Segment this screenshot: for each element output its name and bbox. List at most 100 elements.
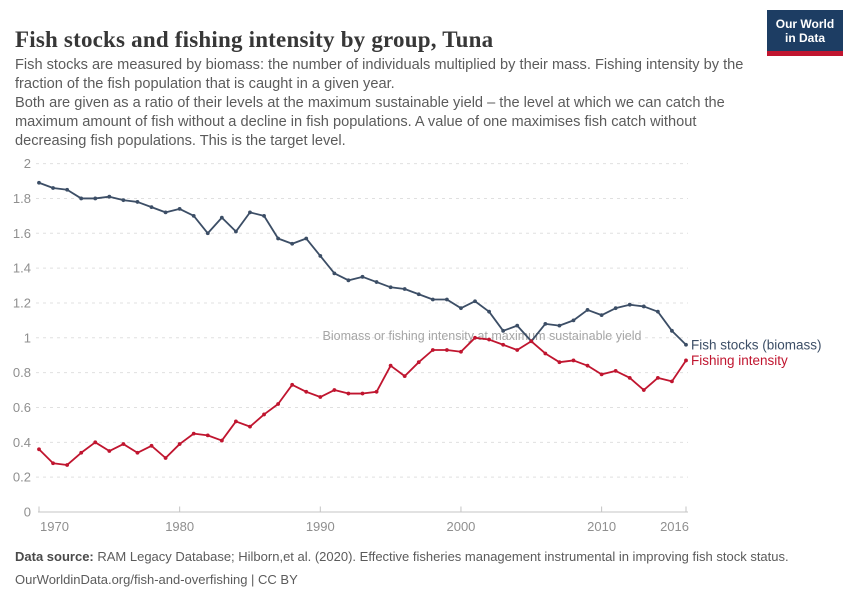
data-point[interactable] xyxy=(107,194,112,199)
data-point[interactable] xyxy=(163,210,168,215)
data-point[interactable] xyxy=(191,213,196,218)
data-point[interactable] xyxy=(515,348,520,352)
data-point[interactable] xyxy=(234,229,238,234)
data-point[interactable] xyxy=(557,323,562,328)
data-point[interactable] xyxy=(93,440,98,445)
data-point[interactable] xyxy=(360,274,365,279)
data-point[interactable] xyxy=(374,389,379,394)
data-point[interactable] xyxy=(304,236,309,241)
data-point[interactable] xyxy=(430,348,435,352)
data-point[interactable] xyxy=(627,302,632,307)
data-point[interactable] xyxy=(543,321,548,326)
data-point[interactable] xyxy=(571,358,576,363)
data-point[interactable] xyxy=(107,449,112,453)
data-point[interactable] xyxy=(332,271,337,276)
data-point[interactable] xyxy=(543,351,548,356)
data-point[interactable] xyxy=(487,337,491,342)
data-point[interactable] xyxy=(655,309,660,314)
data-point[interactable] xyxy=(37,180,41,185)
data-point[interactable] xyxy=(121,198,126,203)
data-point[interactable] xyxy=(444,297,449,302)
data-point[interactable] xyxy=(318,254,323,258)
data-point[interactable] xyxy=(515,323,520,328)
data-point[interactable] xyxy=(501,342,506,347)
data-point[interactable] xyxy=(473,299,477,304)
data-point[interactable] xyxy=(262,213,266,218)
data-point[interactable] xyxy=(163,456,168,460)
data-point[interactable] xyxy=(276,236,281,241)
data-point[interactable] xyxy=(374,280,379,284)
data-point[interactable] xyxy=(459,306,463,311)
data-point[interactable] xyxy=(613,306,618,311)
data-point[interactable] xyxy=(684,358,688,363)
data-point[interactable] xyxy=(332,388,337,392)
data-point[interactable] xyxy=(219,438,224,443)
data-point[interactable] xyxy=(177,442,182,446)
data-point[interactable] xyxy=(79,450,84,455)
data-point[interactable] xyxy=(416,360,421,365)
data-point[interactable] xyxy=(613,368,618,373)
data-point[interactable] xyxy=(135,200,140,204)
data-point[interactable] xyxy=(262,412,266,417)
data-point[interactable] xyxy=(529,339,534,344)
data-point[interactable] xyxy=(599,372,604,377)
data-point[interactable] xyxy=(93,196,98,201)
data-point[interactable] xyxy=(670,328,674,333)
data-point[interactable] xyxy=(205,433,210,438)
data-point[interactable] xyxy=(290,241,295,246)
data-point[interactable] xyxy=(149,205,154,210)
data-point[interactable] xyxy=(37,447,41,452)
data-point[interactable] xyxy=(191,431,196,436)
data-point[interactable] xyxy=(276,402,281,406)
data-point[interactable] xyxy=(290,382,295,387)
data-point[interactable] xyxy=(121,442,126,446)
x-axis-tick-label: 2010 xyxy=(587,519,616,534)
data-point[interactable] xyxy=(65,463,70,467)
data-point[interactable] xyxy=(459,349,463,354)
fishing-intensity-line[interactable] xyxy=(38,336,687,466)
data-point[interactable] xyxy=(487,309,491,314)
data-point[interactable] xyxy=(248,424,252,429)
data-point[interactable] xyxy=(655,375,660,380)
data-point[interactable] xyxy=(557,360,562,365)
data-point[interactable] xyxy=(571,318,576,323)
data-point[interactable] xyxy=(585,363,590,368)
data-point[interactable] xyxy=(473,335,477,340)
data-point[interactable] xyxy=(149,443,154,448)
data-point[interactable] xyxy=(177,206,182,211)
data-point[interactable] xyxy=(641,304,646,309)
data-point[interactable] xyxy=(388,285,393,290)
data-point[interactable] xyxy=(346,278,351,283)
owid-logo[interactable]: Our World in Data xyxy=(767,10,843,56)
data-point[interactable] xyxy=(627,375,632,380)
data-point[interactable] xyxy=(641,388,646,392)
data-point[interactable] xyxy=(402,374,407,379)
legend-label-fishing-intensity[interactable]: Fishing intensity xyxy=(691,353,788,368)
data-point[interactable] xyxy=(318,395,323,399)
data-point[interactable] xyxy=(304,389,309,394)
data-point[interactable] xyxy=(599,313,604,318)
data-point[interactable] xyxy=(585,308,590,312)
data-point[interactable] xyxy=(135,450,140,455)
fish-stocks-line[interactable] xyxy=(38,181,687,346)
data-point[interactable] xyxy=(51,461,55,466)
data-source-line: Data source: RAM Legacy Database; Hilbor… xyxy=(15,546,835,569)
data-point[interactable] xyxy=(501,328,506,333)
data-point[interactable] xyxy=(219,215,224,220)
data-point[interactable] xyxy=(670,379,674,384)
data-point[interactable] xyxy=(234,419,238,424)
data-point[interactable] xyxy=(388,363,393,368)
data-point[interactable] xyxy=(430,297,435,302)
data-point[interactable] xyxy=(65,187,70,192)
data-point[interactable] xyxy=(416,292,421,297)
data-point[interactable] xyxy=(79,196,84,201)
data-point[interactable] xyxy=(346,391,351,396)
data-point[interactable] xyxy=(360,391,365,396)
data-point[interactable] xyxy=(684,342,688,347)
data-point[interactable] xyxy=(402,287,407,291)
data-point[interactable] xyxy=(444,348,449,352)
data-point[interactable] xyxy=(51,186,55,190)
data-point[interactable] xyxy=(205,231,210,236)
legend-label-fish-stocks[interactable]: Fish stocks (biomass) xyxy=(691,337,822,352)
data-point[interactable] xyxy=(248,210,252,215)
